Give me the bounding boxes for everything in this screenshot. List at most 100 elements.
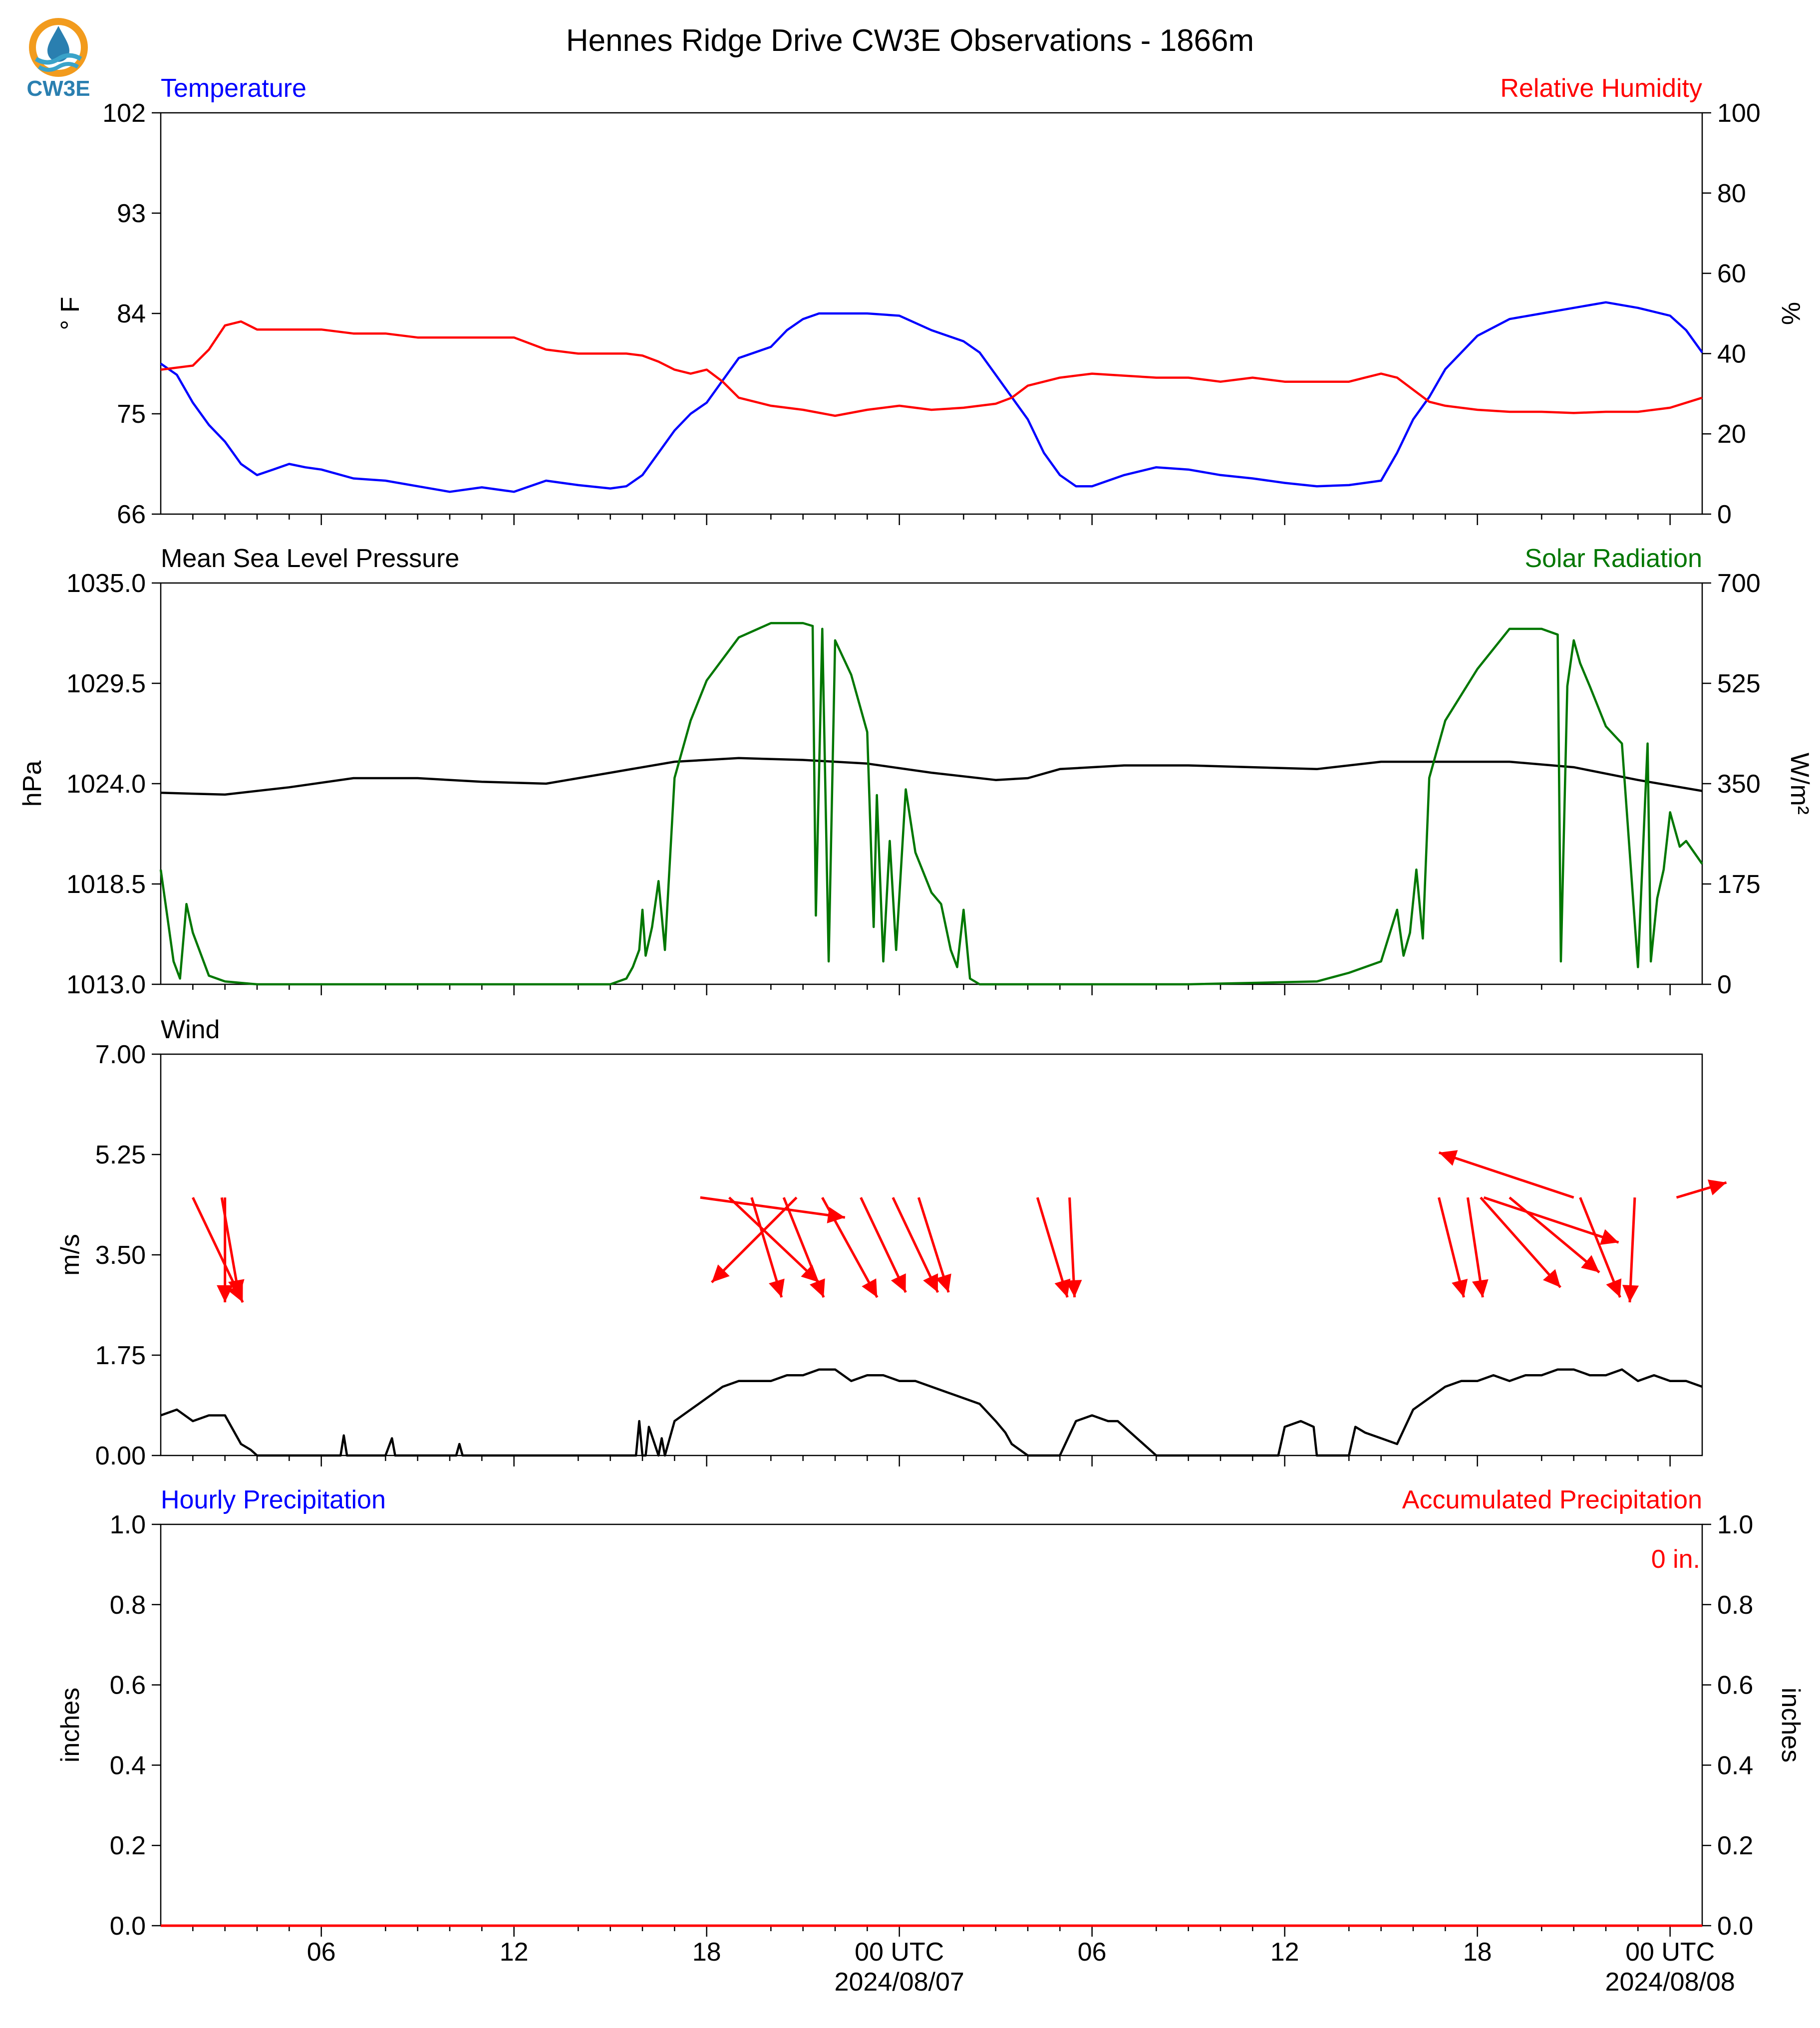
y-left-tick-label: 5.25 (95, 1141, 146, 1169)
data-point (1188, 984, 1189, 985)
data-point (1252, 767, 1253, 768)
data-point (1541, 628, 1542, 629)
x-tick-label: 06 (307, 1938, 336, 1967)
y-left-tick-label: 102 (102, 99, 146, 128)
data-point (1413, 389, 1414, 390)
data-point (1416, 869, 1417, 870)
data-point (645, 1455, 646, 1456)
wind-vector-shaft (700, 1196, 846, 1219)
wind-vector-shaft (860, 1197, 907, 1293)
data-point (658, 361, 659, 362)
series-line-1 (160, 301, 1703, 493)
data-point (1188, 377, 1189, 378)
data-point (273, 469, 274, 470)
data-point (289, 329, 290, 330)
data-point (867, 313, 868, 314)
wind-vector-head (810, 1278, 825, 1298)
data-point (883, 1375, 884, 1376)
data-point (899, 315, 900, 316)
chart-panel-2: 1035.0 1029.5 1024.0 1018.5 1013.0 700 525 350 1… (18, 544, 1814, 999)
x-tick-label: 00 UTC (855, 1938, 944, 1967)
data-point (289, 787, 290, 788)
y-left-tick-label: 75 (117, 400, 146, 429)
data-point (1445, 405, 1446, 406)
plot-area-frame (160, 1053, 1703, 1456)
logo-drop-icon (47, 26, 69, 62)
data-point (706, 369, 707, 370)
x-date-label: 2024/08/07 (835, 1968, 964, 1997)
logo-text: CW3E (26, 76, 90, 101)
data-point (417, 984, 418, 985)
data-point (835, 1369, 836, 1370)
data-point (963, 909, 964, 910)
wind-vector-head (1708, 1179, 1727, 1195)
wind-vector-arrow (1438, 1197, 1468, 1298)
panel-right-title: Accumulated Precipitation (1402, 1485, 1702, 1514)
data-point (822, 628, 823, 629)
data-point (343, 1435, 344, 1436)
y-right-tick-label: 0.2 (1717, 1831, 1753, 1860)
series-line-1 (160, 1368, 1703, 1457)
x-tick-label: 12 (500, 1938, 529, 1967)
data-point (1477, 335, 1478, 336)
x-tick-label: 12 (1270, 1938, 1299, 1967)
wind-vector-shaft (728, 1196, 820, 1283)
data-point (1541, 411, 1542, 412)
y-right-tick-label: 175 (1717, 870, 1761, 899)
data-point (289, 1455, 290, 1456)
data-point (867, 1375, 868, 1376)
y-right-axis-label: inches (1776, 1688, 1805, 1762)
y-left-tick-label: 0.2 (110, 1831, 146, 1860)
data-point (1403, 955, 1404, 956)
data-point (1252, 478, 1253, 479)
wind-vector-arrow (1065, 1197, 1082, 1298)
data-point (706, 1398, 707, 1399)
data-point (353, 1455, 354, 1456)
wind-vector-arrow (711, 1196, 798, 1283)
wind-vector-head (1622, 1285, 1639, 1303)
data-point (173, 961, 174, 962)
y-left-tick-label: 0.00 (95, 1442, 146, 1470)
wind-vector-head (1581, 1255, 1599, 1273)
data-point (1188, 765, 1189, 766)
data-point (642, 1455, 643, 1456)
wind-vector-head (935, 1273, 951, 1293)
wind-vector-shaft (892, 1197, 939, 1293)
data-point (1124, 375, 1125, 376)
wind-vector-shaft (711, 1196, 798, 1283)
y-right-tick-label: 0 (1717, 970, 1732, 999)
data-point (963, 407, 964, 408)
data-point (353, 478, 354, 479)
wind-vector-head (891, 1273, 906, 1293)
data-point (1663, 869, 1664, 870)
plot-area-frame (160, 1523, 1703, 1927)
wind-vector-shaft (1036, 1197, 1069, 1298)
wind-vector-shaft (1438, 1197, 1465, 1298)
data-point (546, 1455, 547, 1456)
data-point (642, 355, 643, 356)
wind-vector-head (217, 1285, 234, 1303)
y-left-tick-label: 0.6 (110, 1671, 146, 1700)
data-point (690, 720, 691, 721)
y-right-tick-label: 0.6 (1717, 1671, 1753, 1700)
data-point (979, 352, 980, 353)
data-point (690, 373, 691, 374)
cw3e-logo: CW3E (26, 18, 90, 101)
x-date-label: 2024/08/08 (1605, 1968, 1735, 1997)
data-point (1557, 1369, 1558, 1370)
y-left-tick-label: 1.0 (110, 1510, 146, 1539)
wind-vector-head (1543, 1269, 1561, 1288)
data-point (1413, 419, 1414, 420)
wind-vector-shaft (1509, 1196, 1600, 1274)
data-point (706, 402, 707, 403)
data-point (674, 369, 675, 370)
data-point (1445, 720, 1446, 721)
y-left-tick-label: 1029.5 (66, 669, 146, 698)
wind-vector-shaft (1628, 1197, 1636, 1303)
wind-vector-head (1054, 1278, 1071, 1298)
data-point (1589, 1375, 1590, 1376)
y-left-axis-label: ° F (56, 296, 85, 330)
wind-vector-shaft (782, 1197, 825, 1298)
data-point (1573, 767, 1574, 768)
y-left-tick-label: 1013.0 (66, 970, 146, 999)
